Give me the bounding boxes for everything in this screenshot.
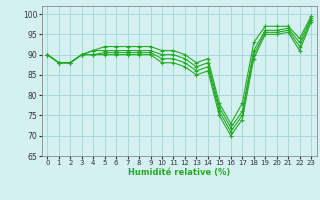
- X-axis label: Humidité relative (%): Humidité relative (%): [128, 168, 230, 177]
